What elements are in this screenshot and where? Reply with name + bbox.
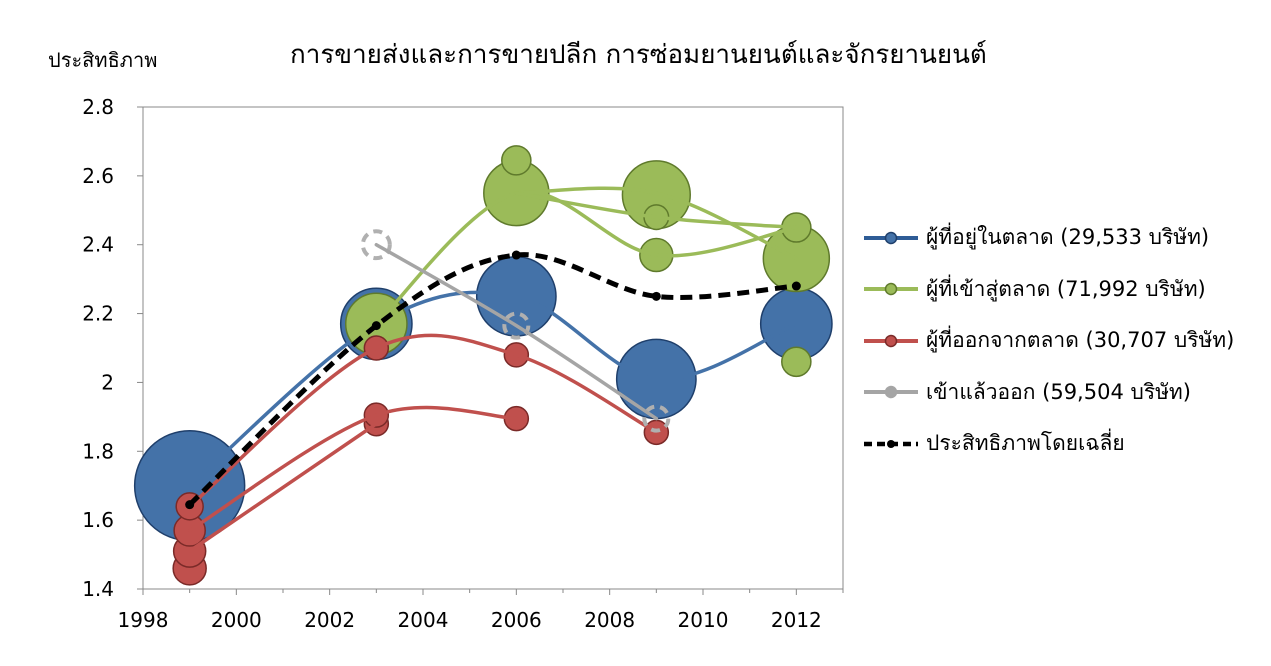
- series-line: [374, 242, 659, 421]
- average-point: [371, 321, 381, 331]
- legend: ผู้ที่อยู่ในตลาด (29,533 บริษัท) ผู้ที่เ…: [862, 212, 1262, 470]
- series-line: [187, 333, 659, 509]
- series-line: [374, 190, 799, 326]
- series-line: [187, 405, 519, 533]
- series-1: [344, 145, 831, 378]
- legend-item-exiters: ผู้ที่ออกจากตลาด (30,707 บริษัท): [862, 315, 1262, 367]
- x-tick-label: 2006: [491, 608, 542, 632]
- y-tick-label: 1.4: [82, 577, 114, 601]
- legend-label-average: ประสิทธิภาพโดยเฉลี่ย: [926, 431, 1125, 456]
- series-2: [172, 333, 670, 586]
- y-tick-label: 2: [101, 370, 114, 394]
- legend-marker-entered-then-exited: [864, 386, 918, 399]
- legend-marker-exiters: [864, 334, 918, 347]
- bubble: [781, 346, 812, 378]
- y-tick-label: 2.6: [82, 164, 114, 188]
- y-tick-label: 1.6: [82, 508, 114, 532]
- series-line: [187, 290, 799, 488]
- x-tick-label: 2002: [304, 608, 355, 632]
- y-tick-label: 2.8: [82, 95, 114, 119]
- legend-label-exiters: ผู้ที่ออกจากตลาด (30,707 บริษัท): [926, 328, 1235, 353]
- legend-item-incumbents: ผู้ที่อยู่ในตลาด (29,533 บริษัท): [862, 212, 1262, 264]
- bubble: [502, 311, 531, 340]
- series-line: [514, 191, 799, 230]
- legend-item-average: ประสิทธิภาพโดยเฉลี่ย: [862, 418, 1262, 470]
- legend-label-entrants: ผู้ที่เข้าสู่ตลาด (71,992 บริษัท): [926, 276, 1206, 301]
- average-point: [651, 291, 661, 301]
- series-4: [185, 250, 801, 510]
- average-point: [511, 250, 521, 260]
- series-3: [360, 229, 671, 433]
- average-line: [187, 252, 797, 507]
- y-tick-label: 2.4: [82, 233, 114, 257]
- legend-label-incumbents: ผู้ที่อยู่ในตลาด (29,533 บริษัท): [926, 225, 1210, 250]
- legend-label-entered-then-exited: เข้าแล้วออก (59,504 บริษัท): [926, 379, 1191, 404]
- x-tick-label: 2012: [771, 608, 822, 632]
- y-axis-label: ประสิทธิภาพ: [48, 48, 158, 72]
- average-point: [791, 281, 801, 291]
- average-point: [185, 500, 195, 510]
- legend-marker-average: [864, 439, 918, 448]
- x-tick-label: 1998: [118, 608, 169, 632]
- legend-item-entrants: ผู้ที่เข้าสู่ตลาด (71,992 บริษัท): [862, 264, 1262, 316]
- legend-marker-incumbents: [864, 231, 918, 244]
- bubble: [501, 145, 532, 176]
- chart-title: การขายส่งและการขายปลีก การซ่อมยานยนต์และ…: [290, 40, 987, 70]
- legend-marker-entrants: [864, 283, 918, 296]
- x-tick-label: 2004: [398, 608, 449, 632]
- bubble: [642, 404, 671, 433]
- x-tick-label: 2000: [211, 608, 262, 632]
- series-line: [514, 186, 799, 261]
- y-tick-label: 1.8: [82, 439, 114, 463]
- x-tick-label: 2010: [678, 608, 729, 632]
- legend-item-entered-then-exited: เข้าแล้วออก (59,504 บริษัท): [862, 367, 1262, 419]
- series-line: [187, 421, 379, 553]
- x-tick-label: 2008: [584, 608, 635, 632]
- y-tick-label: 2.2: [82, 302, 114, 326]
- bubble: [360, 229, 392, 261]
